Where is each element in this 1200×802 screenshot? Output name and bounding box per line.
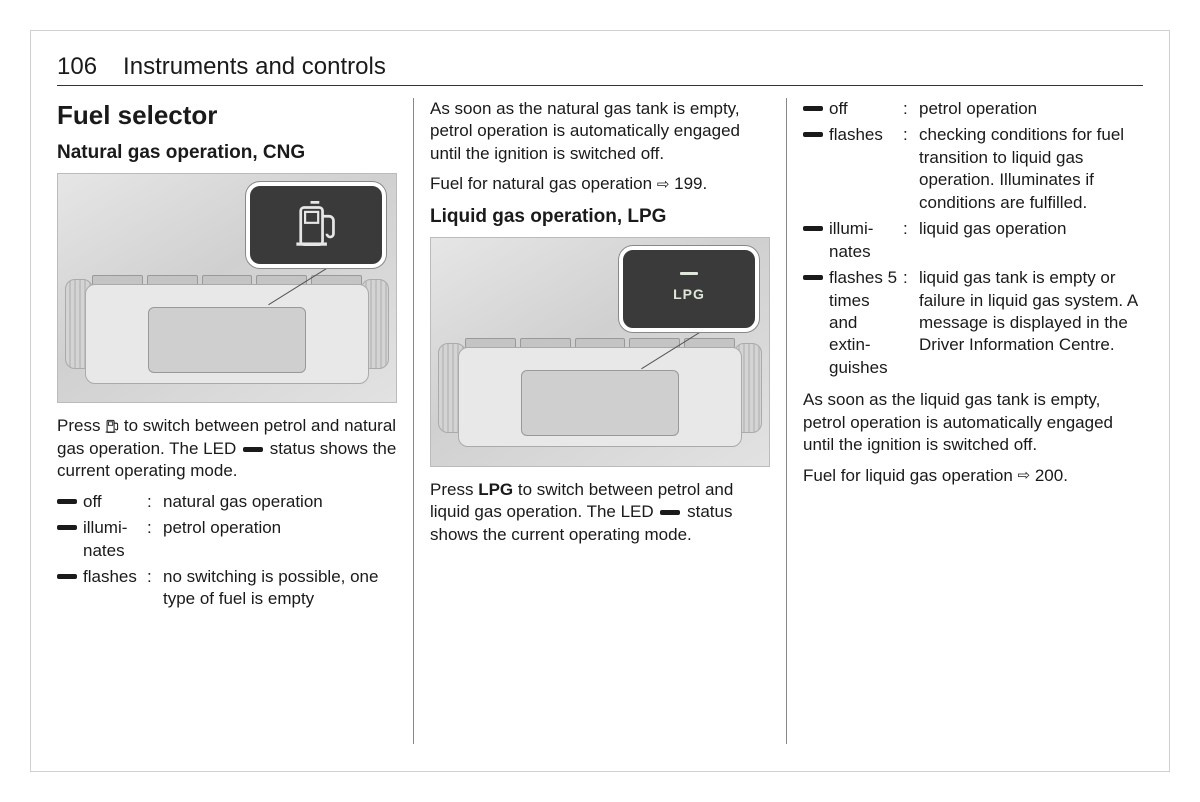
led-icon [680, 272, 698, 275]
def-term: illumi­nates [803, 218, 899, 263]
def-desc: petrol operation [919, 98, 1143, 120]
led-icon [803, 106, 823, 111]
led-icon [57, 525, 77, 530]
illustration-lpg: LPG [430, 237, 770, 467]
cng-para: Press to switch between petrol and natur… [57, 415, 397, 482]
text: 200. [1030, 466, 1068, 485]
led-icon [803, 132, 823, 137]
lpg-led-states: off : petrol operation flashes : checkin… [803, 98, 1143, 379]
page-header: 106 Instruments and controls [57, 53, 1143, 86]
colon: : [147, 491, 159, 513]
term-text: flashes 5 times and extin­guishes [829, 267, 899, 379]
section-title: Fuel selector [57, 98, 397, 132]
xref-arrow-icon: ⇨ [1018, 466, 1031, 486]
term-text: off [83, 491, 102, 513]
def-desc: liquid gas operation [919, 218, 1143, 263]
def-term: illumi­nates [57, 517, 143, 562]
lpg-para: Press LPG to switch between petrol and l… [430, 479, 770, 546]
led-icon [57, 499, 77, 504]
callout-cng-button [246, 182, 386, 268]
term-text: flashes [829, 124, 883, 146]
page: 106 Instruments and controls Fuel select… [30, 30, 1170, 772]
term-text: illumi­nates [829, 218, 899, 263]
colon: : [903, 98, 915, 120]
columns: Fuel selector Natural gas operation, CNG [57, 98, 1143, 744]
cng-xref: Fuel for natural gas operation ⇨ 199. [430, 173, 770, 195]
def-desc: natural gas operation [163, 491, 397, 513]
chapter-title: Instruments and controls [123, 53, 386, 81]
column-1: Fuel selector Natural gas operation, CNG [57, 98, 413, 744]
text: Fuel for liquid gas operation [803, 466, 1018, 485]
cng-led-states: off : natural gas operation illumi­nates… [57, 491, 397, 611]
led-icon [243, 447, 263, 452]
def-desc: checking conditions for fuel transition … [919, 124, 1143, 214]
colon: : [147, 517, 159, 562]
led-icon [57, 574, 77, 579]
led-icon [803, 226, 823, 231]
led-icon [803, 275, 823, 280]
subsection-lpg: Liquid gas operation, LPG [430, 204, 770, 229]
fuel-pump-icon [105, 418, 119, 434]
def-term: flashes [57, 566, 143, 611]
text: 199. [669, 174, 707, 193]
cng-empty-para: As soon as the natural gas tank is empty… [430, 98, 770, 165]
term-text: flashes [83, 566, 137, 588]
subsection-cng: Natural gas operation, CNG [57, 140, 397, 165]
def-term: off [57, 491, 143, 513]
lpg-xref: Fuel for liquid gas operation ⇨ 200. [803, 465, 1143, 487]
def-term: flashes [803, 124, 899, 214]
fuel-pump-icon [294, 201, 338, 249]
lpg-bold: LPG [478, 480, 513, 499]
colon: : [903, 124, 915, 214]
def-desc: no switching is possible, one type of fu… [163, 566, 397, 611]
led-icon [660, 510, 680, 515]
def-desc: petrol operation [163, 517, 397, 562]
illustration-cng [57, 173, 397, 403]
term-text: illumi­nates [83, 517, 143, 562]
colon: : [147, 566, 159, 611]
lpg-empty-para: As soon as the liquid gas tank is empty,… [803, 389, 1143, 456]
def-desc: liquid gas tank is empty or failure in l… [919, 267, 1143, 379]
colon: : [903, 218, 915, 263]
text: Press [57, 416, 105, 435]
term-text: off [829, 98, 848, 120]
page-number: 106 [57, 53, 97, 81]
def-term: flashes 5 times and extin­guishes [803, 267, 899, 379]
column-3: off : petrol operation flashes : checkin… [786, 98, 1143, 744]
callout-lpg-button: LPG [619, 246, 759, 332]
text: Fuel for natural gas operation [430, 174, 657, 193]
lpg-label: LPG [673, 286, 705, 302]
text: Press [430, 480, 478, 499]
column-2: As soon as the natural gas tank is empty… [413, 98, 786, 744]
xref-arrow-icon: ⇨ [657, 175, 670, 195]
def-term: off [803, 98, 899, 120]
colon: : [903, 267, 915, 379]
